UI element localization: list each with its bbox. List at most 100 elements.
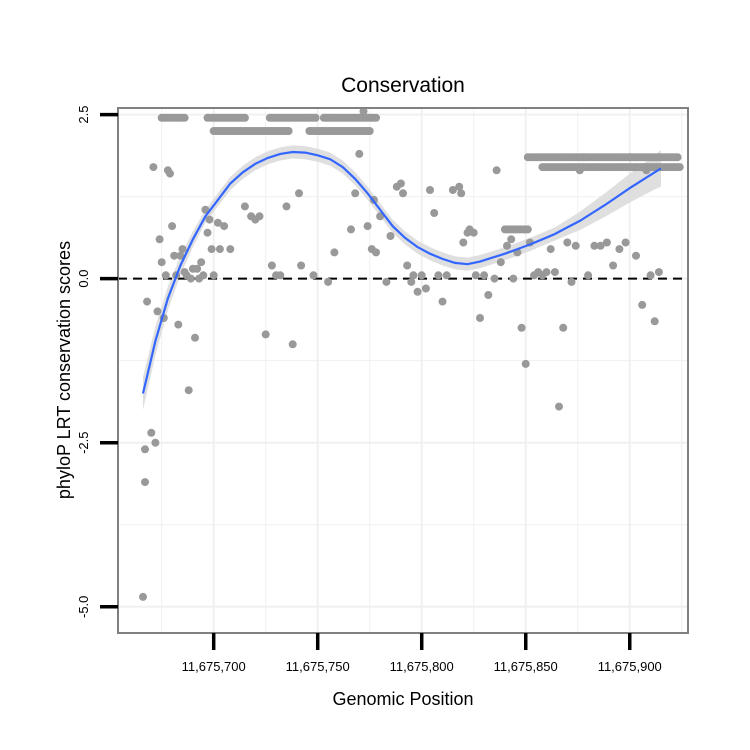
data-point [675,163,684,172]
data-point [139,592,147,601]
data-point [213,218,222,227]
data-point [407,277,416,286]
data-point [143,297,152,306]
data-point [507,235,516,244]
data-point [638,300,647,309]
chart-title: Conservation [341,74,465,97]
data-point [434,271,443,280]
x-tick-label: 11,675,700 [182,659,246,674]
data-point [324,277,333,286]
data-point [282,202,291,211]
data-point [403,261,412,270]
x-tick-label: 11,675,750 [286,659,350,674]
data-point [207,245,216,254]
data-point [161,271,170,280]
data-point [226,245,235,254]
y-axis-label: phyloP LRT conservation scores [54,241,74,499]
data-point [157,258,166,267]
data-point [476,314,484,322]
y-tick-label: -5.0 [76,596,91,618]
smooth-curve [141,150,662,394]
data-point [490,274,499,283]
data-point [615,245,624,254]
data-point [521,359,530,368]
data-point [178,245,187,254]
x-tick-label: 11,675,850 [494,659,558,674]
data-point [288,340,297,349]
data-point [168,222,177,231]
data-point [240,202,249,211]
data-point [469,228,478,237]
gridlines [118,108,688,633]
data-point [170,251,179,260]
data-point [457,189,466,198]
data-point [201,205,210,214]
data-point [542,268,551,277]
data-point [654,268,663,277]
data-point [199,271,208,280]
data-point [596,241,605,250]
data-point [517,323,526,332]
data-point [141,478,149,487]
data-point [602,238,611,247]
data-point [372,248,380,257]
data-point [509,274,518,283]
data-point [295,189,303,198]
data-point [584,271,593,280]
data-point [209,271,218,280]
data-point [455,182,464,191]
data-point [563,238,572,247]
data-point [174,320,183,329]
data-point [363,222,372,231]
data-point [284,127,293,135]
data-point [215,245,224,254]
data-point [155,235,164,244]
data-point [255,212,264,221]
data-point [382,277,391,286]
y-axis: 2.5 0.0 -2.5 -5.0 [76,106,118,618]
data-point [567,277,576,286]
data-point [484,291,493,299]
data-point [442,271,451,280]
data-point [646,271,655,280]
data-point [359,107,368,116]
data-point [203,228,212,237]
data-point [546,245,555,254]
data-point [438,297,447,306]
data-points [139,107,684,601]
data-point [141,445,149,454]
data-point [632,251,640,260]
data-point [365,127,374,135]
data-point [590,241,599,250]
data-point [220,222,229,231]
data-point [240,113,249,122]
y-tick-label: -2.5 [76,431,91,453]
data-point [153,307,162,316]
data-point [267,261,276,270]
data-point [376,212,385,221]
data-point [311,113,320,122]
data-point [197,258,206,267]
data-point [496,258,505,267]
data-point [399,189,407,198]
data-point [673,153,682,162]
data-point [550,268,559,277]
data-point [193,264,202,273]
data-point [571,241,580,250]
data-point [151,438,160,447]
data-point [555,402,563,411]
plot-panel [117,107,689,634]
data-point [186,274,195,283]
data-point [297,261,306,270]
data-point [166,169,174,178]
data-point [621,238,630,247]
panel-border [117,107,689,634]
data-point [459,238,468,247]
data-point [409,271,418,280]
data-point [180,113,189,122]
smooth-line [141,150,662,394]
data-point [650,317,659,326]
data-point [471,271,480,280]
data-point [191,333,199,342]
